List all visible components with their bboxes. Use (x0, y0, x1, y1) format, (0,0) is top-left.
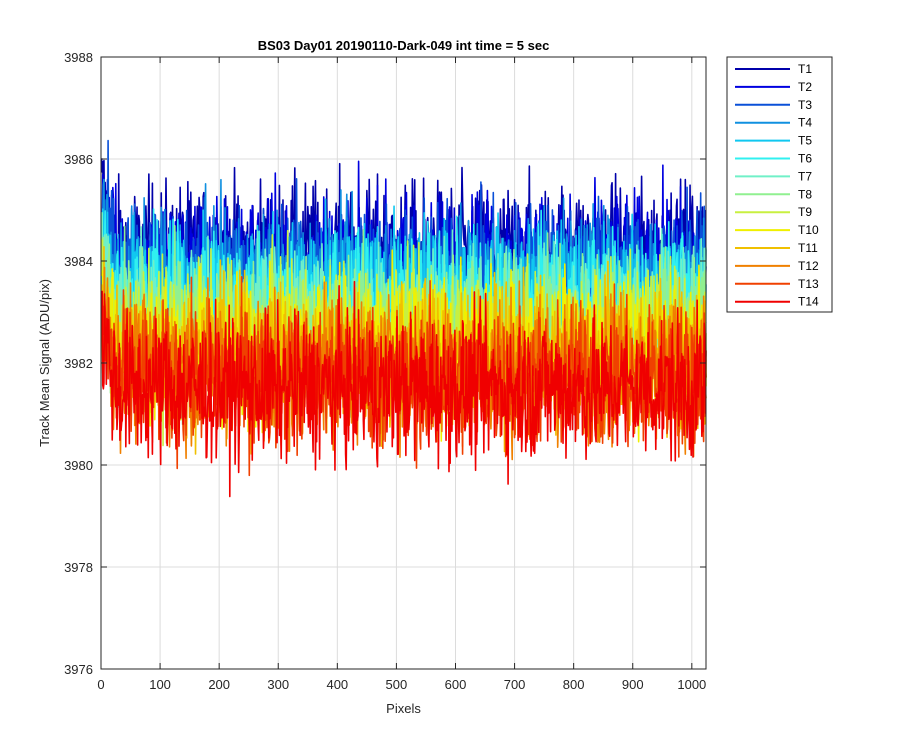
legend-label-t1: T1 (798, 62, 812, 76)
legend-label-t9: T9 (798, 205, 812, 219)
legend-label-t2: T2 (798, 80, 812, 94)
legend-label-t10: T10 (798, 223, 819, 237)
x-tick-label: 0 (97, 677, 104, 692)
y-tick-label: 3982 (64, 356, 93, 371)
x-tick-label: 400 (326, 677, 348, 692)
y-tick-label: 3988 (64, 50, 93, 65)
legend-label-t7: T7 (798, 169, 812, 183)
legend-entries: T1 T2 T3 T4 T5 T6 T7 T8 T9 T10 T11 T12 T13 T14 (735, 62, 819, 309)
x-tick-label: 700 (504, 677, 526, 692)
legend-box (726, 56, 833, 313)
x-axis-ticks: 0 100 200 300 400 500 600 700 800 900 1000 (97, 57, 706, 692)
x-tick-label: 800 (563, 677, 585, 692)
x-axis-label: Pixels (386, 701, 421, 716)
x-tick-label: 500 (386, 677, 408, 692)
x-tick-label: 600 (445, 677, 467, 692)
y-tick-label: 3978 (64, 560, 93, 575)
y-tick-label: 3980 (64, 458, 93, 473)
legend-label-t13: T13 (798, 277, 819, 291)
y-axis-label: Track Mean Signal (ADU/pix) (37, 279, 52, 447)
chart-title: BS03 Day01 20190110-Dark-049 int time = … (258, 38, 550, 53)
legend-label-t5: T5 (798, 134, 812, 148)
legend-label-t4: T4 (798, 116, 812, 130)
legend-label-t12: T12 (798, 259, 819, 273)
y-axis-ticks: 3976 3978 3980 3982 3984 3986 3988 (64, 50, 706, 677)
legend-label-t3: T3 (798, 98, 812, 112)
x-tick-label: 300 (267, 677, 289, 692)
y-tick-label: 3984 (64, 254, 93, 269)
legend-label-t11: T11 (798, 241, 818, 255)
legend: T1 T2 T3 T4 T5 T6 T7 T8 T9 T10 T11 T12 T13 T14 (726, 56, 833, 313)
series-line-t14 (100, 280, 707, 498)
y-tick-label: 3986 (64, 152, 93, 167)
x-tick-label: 900 (622, 677, 644, 692)
legend-label-t14: T14 (798, 295, 819, 309)
x-tick-label: 1000 (677, 677, 706, 692)
series-lines (100, 139, 707, 498)
plot-area: 0 100 200 300 400 500 600 700 800 900 1000 3976397… (64, 50, 707, 692)
legend-label-t8: T8 (798, 187, 812, 201)
y-tick-label: 3976 (64, 662, 93, 677)
x-tick-label: 100 (149, 677, 171, 692)
legend-label-t6: T6 (798, 152, 812, 166)
x-tick-label: 200 (208, 677, 230, 692)
